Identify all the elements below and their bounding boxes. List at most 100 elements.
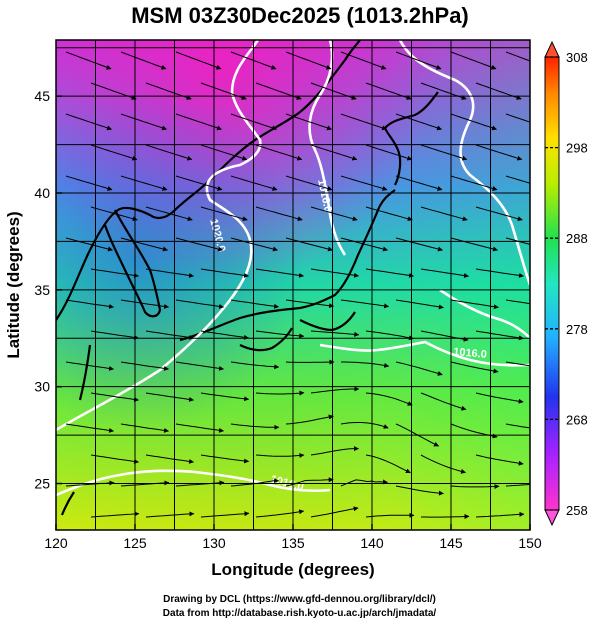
- streamline: [365, 268, 414, 278]
- streamline: [255, 144, 303, 161]
- streamline: [310, 506, 359, 518]
- colorbar-lower-extension: [544, 509, 560, 527]
- streamline: [145, 268, 194, 278]
- streamline: [475, 330, 524, 341]
- isobar-label: 1016.0: [453, 346, 488, 361]
- colorbar-upper-extension: [544, 40, 560, 58]
- streamline: [200, 206, 248, 222]
- colorbar-tick-label: 288: [566, 231, 588, 246]
- streamline: [420, 206, 468, 222]
- x-tick-label: 145: [439, 535, 463, 551]
- streamline: [175, 299, 224, 309]
- streamline: [175, 423, 224, 433]
- streamline: [200, 330, 249, 340]
- streamline: [285, 237, 333, 252]
- y-tick-label: 30: [34, 379, 50, 395]
- y-axis-ticks: 25 30 35 40 45: [34, 88, 62, 492]
- x-tick-label: 150: [518, 535, 542, 551]
- streamline: [90, 330, 139, 340]
- streamline: [90, 206, 138, 222]
- streamline: [341, 361, 390, 368]
- streamline: [395, 113, 442, 131]
- streamline: [340, 479, 388, 487]
- credit-data: Data from http://database.rish.kyoto-u.a…: [162, 608, 437, 619]
- streamline: [120, 113, 167, 131]
- streamline: [65, 113, 112, 131]
- streamline: [65, 361, 114, 371]
- colorbar-ticks: 258 268 278 288 298 308: [545, 50, 588, 518]
- streamline: [365, 206, 413, 222]
- streamline: [395, 299, 444, 310]
- streamline: [340, 237, 388, 252]
- colorbar-tick-label: 278: [566, 322, 588, 337]
- streamline: [340, 175, 388, 191]
- colorbar-tick-label: 308: [566, 50, 588, 65]
- lat-lon-grid: [56, 40, 530, 530]
- colorbar-tick-label: 268: [566, 412, 588, 427]
- streamline: [365, 330, 414, 341]
- streamline: [65, 175, 113, 191]
- streamline: [255, 206, 303, 222]
- streamline: [420, 392, 467, 411]
- streamline: [450, 51, 497, 70]
- streamline: [145, 144, 193, 161]
- streamline: [310, 330, 360, 337]
- x-tick-label: 130: [202, 535, 226, 551]
- streamline: [505, 113, 530, 123]
- streamline: [420, 144, 468, 161]
- y-axis-label: Latitude (degrees): [4, 211, 23, 358]
- streamline: [120, 237, 168, 252]
- streamline: [200, 392, 250, 402]
- streamline: [475, 454, 524, 466]
- streamline: [395, 361, 443, 376]
- isobar: [56, 469, 331, 497]
- streamline: [475, 511, 525, 518]
- streamline: [395, 485, 444, 496]
- streamline: [230, 237, 278, 252]
- streamline: [90, 392, 139, 402]
- isobar: [439, 288, 530, 339]
- streamline: [255, 390, 305, 396]
- streamline: [90, 454, 139, 464]
- streamline: [395, 237, 443, 252]
- credit-drawing: Drawing by DCL (https://www.gfd-dennou.o…: [163, 594, 436, 605]
- streamline: [505, 175, 530, 184]
- plot-area: 1020.0 1016.0 1016.0 1016.0: [56, 40, 530, 530]
- streamline: [255, 268, 304, 278]
- streamline: [340, 299, 390, 309]
- streamline: [395, 51, 442, 70]
- streamline: [475, 206, 523, 222]
- streamline: [230, 299, 279, 309]
- streamline: [145, 206, 193, 222]
- streamline: [200, 268, 249, 278]
- isobar: [398, 40, 530, 286]
- streamline: [420, 454, 466, 474]
- streamline: [175, 361, 224, 371]
- streamline: [475, 392, 524, 404]
- streamline: [505, 51, 530, 62]
- streamline: [120, 51, 167, 70]
- streamline: [65, 237, 113, 252]
- streamline: [65, 51, 112, 70]
- streamline: [365, 454, 411, 474]
- streamline: [200, 144, 248, 161]
- streamline: [200, 454, 250, 464]
- streamline: [230, 423, 280, 430]
- streamline: [145, 454, 194, 464]
- wind-streamlines: [65, 51, 530, 520]
- streamline: [120, 299, 169, 309]
- streamline: [120, 361, 169, 371]
- streamline: [395, 175, 443, 191]
- streamline: [285, 477, 334, 487]
- streamline: [310, 206, 358, 222]
- streamline: [505, 237, 530, 245]
- streamline: [505, 483, 530, 487]
- streamline: [285, 113, 332, 131]
- streamline: [450, 113, 497, 131]
- streamline: [120, 423, 169, 433]
- isobar: [308, 40, 347, 256]
- y-tick-label: 25: [34, 476, 50, 492]
- streamline: [340, 51, 387, 70]
- streamline: [90, 144, 138, 161]
- streamline: [90, 511, 140, 518]
